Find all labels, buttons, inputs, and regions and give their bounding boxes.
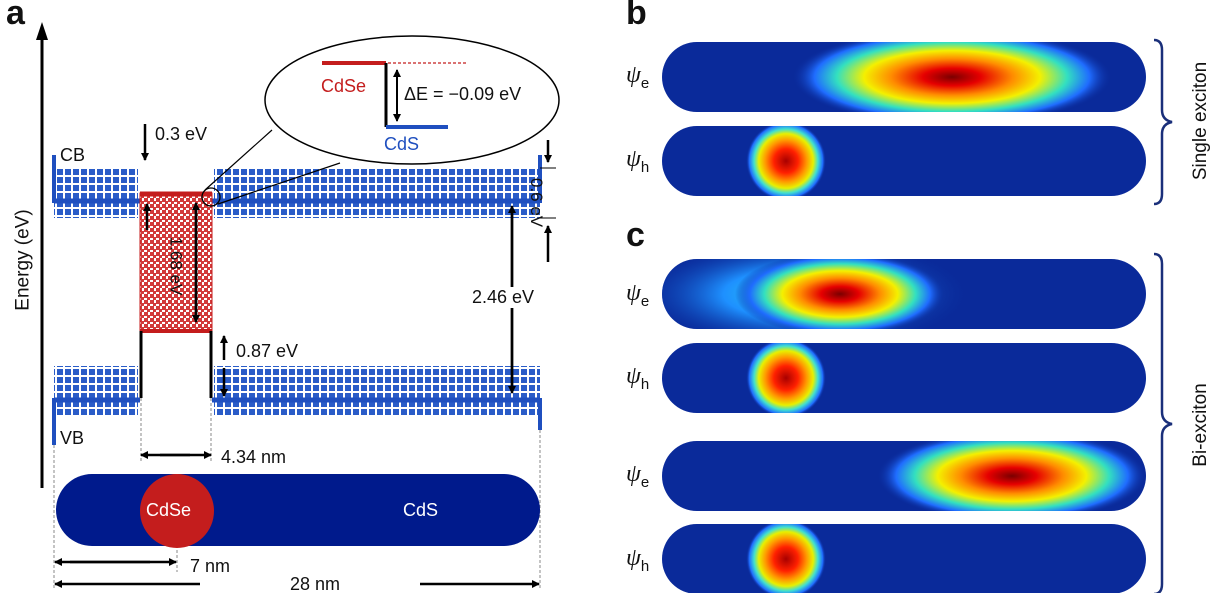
- energy-axis-arrowhead: [36, 22, 48, 40]
- inset-delta-label: ΔE = −0.09 eV: [404, 84, 522, 104]
- wavefunction-maps: [662, 38, 1173, 593]
- vb-band-left: [54, 366, 138, 416]
- psi-e-label-single: ψe: [626, 62, 650, 92]
- vb-offset-label: 0.87 eV: [236, 341, 299, 361]
- cdse-gap-label: 1.68 eV: [166, 236, 186, 296]
- psi-e-single-map: [662, 42, 1146, 112]
- psi-h-label-bi-2: ψh: [626, 545, 650, 575]
- cb-offset-label: 0.3 eV: [155, 124, 208, 144]
- panel-a-letter: a: [6, 0, 25, 32]
- psi-e-bi-1-map: [662, 259, 1146, 329]
- energy-axis-label: Energy (eV): [12, 209, 34, 311]
- single-exciton-label: Single exciton: [1190, 61, 1211, 181]
- cb-width-label: 0.6 eV: [527, 178, 546, 228]
- cb-band-left: [54, 168, 138, 218]
- psi-h-label-single: ψh: [626, 146, 650, 176]
- panel-b-letter: b: [626, 0, 647, 32]
- core-length-label: 4.34 nm: [221, 447, 287, 467]
- psi-h-label-bi-1: ψh: [626, 363, 650, 393]
- bi-exciton-bracket: [1153, 252, 1173, 593]
- psi-h-bi-2-map: [662, 524, 1146, 593]
- cdse-gap-block: [139, 192, 213, 333]
- psi-e-bi-2-map: [662, 441, 1146, 511]
- psi-h-bi-1-map: [662, 343, 1146, 413]
- panel-c-letter: c: [626, 216, 645, 254]
- rod-shell-label: CdS: [403, 500, 439, 520]
- inset-cdse-label: CdSe: [321, 76, 367, 96]
- psi-e-label-bi-2: ψe: [626, 461, 650, 491]
- nanorod-cds: [56, 474, 540, 546]
- psi-h-single-map: [662, 126, 1146, 196]
- bi-exciton-label: Bi-exciton: [1190, 383, 1211, 467]
- cb-label: CB: [60, 145, 86, 165]
- zoom-connector-2: [217, 162, 341, 205]
- single-exciton-bracket: [1153, 38, 1173, 206]
- cb-band-right: [214, 168, 540, 218]
- psi-e-label-bi-1: ψe: [626, 280, 650, 310]
- band-diagram: [36, 22, 560, 588]
- core-position-label: 7 nm: [190, 556, 231, 576]
- zoom-connector-1: [204, 129, 273, 191]
- zoom-marker: [201, 187, 221, 207]
- inset-ellipse: [264, 35, 560, 165]
- vb-label: VB: [60, 428, 85, 448]
- cds-gap-label: 2.46 eV: [470, 287, 537, 308]
- inset-cds-label: CdS: [384, 134, 420, 154]
- rod-core-label: CdSe: [146, 500, 192, 520]
- nanorod-cdse-core: [140, 474, 214, 548]
- vb-band-right: [214, 366, 540, 416]
- rod-length-label: 28 nm: [290, 574, 341, 594]
